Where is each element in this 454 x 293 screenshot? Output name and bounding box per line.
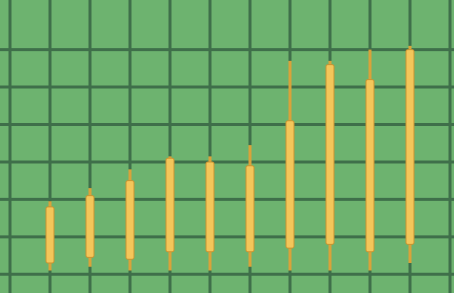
candle-body bbox=[286, 121, 294, 248]
candle-body bbox=[246, 166, 254, 252]
candle-body bbox=[126, 181, 134, 260]
candle-body bbox=[206, 162, 214, 252]
candle-body bbox=[326, 65, 334, 245]
candle-body bbox=[166, 158, 174, 252]
plot-background bbox=[0, 0, 454, 293]
candle-body bbox=[46, 207, 54, 263]
candle-body bbox=[86, 196, 94, 258]
candle-body bbox=[366, 80, 374, 252]
chart bbox=[0, 0, 454, 293]
candle-body bbox=[406, 50, 414, 245]
